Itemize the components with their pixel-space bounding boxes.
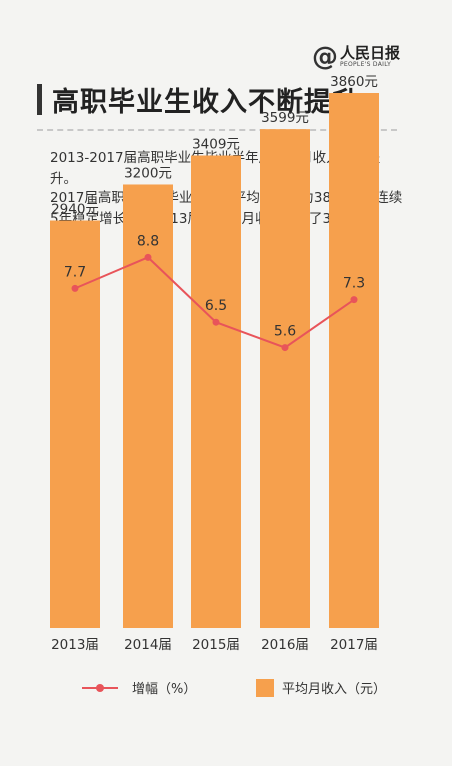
bar-value-label: 3599元: [261, 110, 309, 126]
bar-value-label: 3200元: [124, 165, 172, 181]
income-chart: 2940元 2013届 3200元 2014届 3409元 2015届 3599元 2016届…: [50, 74, 379, 653]
growth-value-label: 7.3: [343, 276, 365, 292]
bar-3: [260, 129, 310, 629]
growth-value-label: 5.6: [274, 324, 296, 340]
page-title: 高职毕业生收入不断提升: [52, 87, 360, 118]
growth-value-label: 7.7: [64, 264, 86, 280]
category-label: 2016届: [261, 637, 309, 653]
bar-value-label: 2940元: [51, 202, 99, 218]
title-accent-bar: [37, 84, 42, 115]
bar-4: [329, 93, 379, 628]
bar-value-label: 3409元: [192, 137, 240, 153]
growth-point: [212, 318, 220, 326]
growth-point: [350, 296, 358, 304]
brand-name-cn: 人民日报: [339, 44, 400, 62]
category-label: 2013届: [51, 637, 99, 653]
growth-point: [281, 344, 289, 352]
bar-1: [123, 184, 173, 629]
brand-name-en: PEOPLE'S DAILY: [339, 61, 392, 68]
legend-item-growth: 增幅（%）: [82, 678, 196, 697]
growth-value-label: 6.5: [205, 298, 227, 314]
bar-2: [191, 155, 241, 628]
legend-item-income: 平均月收入（元）: [256, 678, 386, 697]
legend-line-swatch: [82, 683, 118, 692]
bar-value-label: 3860元: [330, 74, 378, 90]
brand-at-icon: @: [311, 42, 338, 72]
title-divider: [37, 129, 397, 131]
category-label: 2017届: [330, 637, 378, 653]
legend-bar-swatch: [256, 678, 274, 697]
chart-legend: 增幅（%） 平均月收入（元）: [0, 670, 452, 710]
category-label: 2014届: [124, 637, 172, 653]
legend-income-label: 平均月收入（元）: [282, 682, 387, 697]
brand-logo: @ 人民日报 PEOPLE'S DAILY: [312, 44, 400, 70]
legend-growth-label: 增幅（%）: [132, 682, 197, 697]
growth-point: [144, 253, 152, 261]
growth-point: [71, 284, 79, 292]
growth-value-label: 8.8: [137, 233, 159, 249]
category-label: 2015届: [192, 637, 240, 653]
